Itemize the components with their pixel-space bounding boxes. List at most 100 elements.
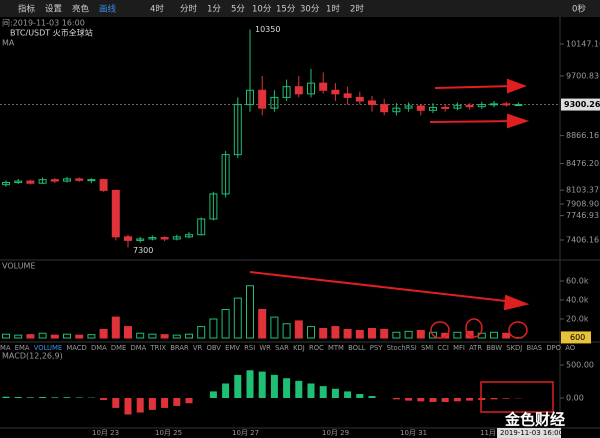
macd-bar <box>26 397 34 399</box>
indicator-tab[interactable]: MTM <box>328 344 344 352</box>
indicator-tab[interactable]: VR <box>193 344 203 352</box>
macd-bar <box>453 398 461 402</box>
candle-body <box>514 104 523 107</box>
toolbar-item[interactable]: 2时 <box>350 4 364 15</box>
indicator-tab[interactable]: RSI <box>244 344 255 352</box>
volume-bar <box>246 285 254 339</box>
low-marker: 7300 <box>133 246 153 255</box>
volume-bar <box>172 334 181 339</box>
y-tick-label: 500.00 <box>566 361 594 370</box>
ma-label: MA <box>2 39 15 48</box>
candle-body <box>416 105 425 111</box>
indicator-tab[interactable]: CCI <box>437 344 449 352</box>
candle-body <box>307 82 315 95</box>
volume-label: VOLUME <box>2 262 36 271</box>
indicator-tab[interactable]: SAR <box>275 344 289 352</box>
toolbar-item[interactable]: 1分 <box>207 5 221 15</box>
macd-bar <box>307 383 315 399</box>
toolbar-item[interactable]: 5分 <box>231 5 245 15</box>
toolbar-item[interactable]: 分时 <box>180 4 198 15</box>
indicator-tab[interactable]: AO <box>565 344 575 352</box>
indicator-tab[interactable]: DMA <box>91 344 107 352</box>
date-label: 10月 29 <box>322 429 349 437</box>
date-label: 2019-11-03 16:00 <box>500 429 563 437</box>
indicator-tab[interactable]: StochRSI <box>387 344 417 352</box>
indicator-tab[interactable]: DMA <box>131 344 147 352</box>
volume-bar <box>282 323 291 339</box>
candle-body <box>50 179 59 182</box>
toolbar-item[interactable]: 指标 <box>18 4 36 15</box>
y-tick-label: 60.0k <box>566 277 589 286</box>
volume-bar <box>197 326 206 339</box>
macd-bar <box>356 394 364 399</box>
candle-body <box>294 86 303 95</box>
candle-body <box>197 218 206 236</box>
indicator-tab[interactable]: MACD <box>66 344 86 352</box>
macd-bar <box>405 398 413 401</box>
indicator-tab[interactable]: EMA <box>15 344 30 352</box>
toolbar-item[interactable]: 15分 <box>276 5 296 15</box>
volume-bar <box>87 334 96 339</box>
indicator-tab[interactable]: DME <box>111 344 126 352</box>
macd-bar <box>429 398 437 402</box>
toolbar-item[interactable]: 亮色 <box>72 4 90 15</box>
volume-bar <box>270 316 279 339</box>
candle-body <box>343 93 352 98</box>
indicator-tab[interactable]: ROC <box>309 344 324 352</box>
volume-bar <box>368 328 376 339</box>
indicator-tab[interactable]: SKDJ <box>506 344 522 352</box>
indicator-tab[interactable]: MFI <box>453 344 465 352</box>
volume-bar <box>185 333 193 339</box>
indicator-tab[interactable]: EMV <box>225 344 240 352</box>
toolbar-item[interactable]: 设置 <box>45 4 63 15</box>
macd-bar <box>283 378 291 399</box>
time-info: 间:2019-11-03 16:00 <box>2 19 85 28</box>
indicator-tab[interactable]: OBV <box>206 344 221 352</box>
indicator-tab[interactable]: DPO <box>546 344 561 352</box>
indicator-tab[interactable]: TRIX <box>149 344 166 352</box>
y-tick-label: 9700.83 <box>566 71 599 80</box>
toolbar-item[interactable]: 10分 <box>252 5 272 15</box>
indicator-tab[interactable]: ATR <box>469 344 482 352</box>
volume-bar <box>221 309 230 339</box>
toolbar-item[interactable]: 画线 <box>99 4 117 15</box>
volume-bar <box>502 332 511 339</box>
indicator-tab[interactable]: PSY <box>370 344 383 352</box>
indicator-tab[interactable]: BIAS <box>526 344 542 352</box>
indicator-tab[interactable]: BOLL <box>348 344 366 352</box>
candle-body <box>136 238 145 241</box>
macd-bar <box>185 398 193 404</box>
candle-body <box>368 100 376 106</box>
indicator-tab[interactable]: VOLUME <box>34 344 62 352</box>
macd-bar <box>2 396 10 399</box>
volume-bar <box>343 328 352 339</box>
indicator-tab[interactable]: BRAR <box>170 344 189 352</box>
macd-bar <box>161 398 169 408</box>
last-volume-box <box>561 331 591 344</box>
y-tick-label: 20.0k <box>566 315 589 324</box>
toolbar-item[interactable]: 30分 <box>300 5 320 15</box>
macd-bar <box>368 396 376 399</box>
annotations <box>249 78 554 413</box>
volume-bar <box>26 334 35 339</box>
indicator-tab[interactable]: SMI <box>421 344 433 352</box>
volume-bar <box>38 332 47 339</box>
toolbar-item[interactable]: 4时 <box>150 4 164 15</box>
date-highlight <box>497 428 561 438</box>
toolbar-item[interactable]: 1时 <box>326 4 340 15</box>
indicator-tab[interactable]: WR <box>259 344 271 352</box>
macd-bar <box>502 398 510 399</box>
volume-bar <box>233 297 242 339</box>
indicator-tab[interactable]: KDJ <box>293 344 305 352</box>
volume-bar <box>441 332 450 339</box>
macd-bar <box>441 398 449 402</box>
volume-bar <box>148 333 157 339</box>
countdown: 0秒 <box>572 4 586 15</box>
candle-body <box>355 96 364 102</box>
volume-bar <box>136 332 145 339</box>
indicator-tab[interactable]: BBW <box>486 344 502 352</box>
macd-bar <box>136 398 144 413</box>
indicator-tab[interactable]: MA <box>0 344 11 352</box>
volume-bar <box>380 328 389 339</box>
